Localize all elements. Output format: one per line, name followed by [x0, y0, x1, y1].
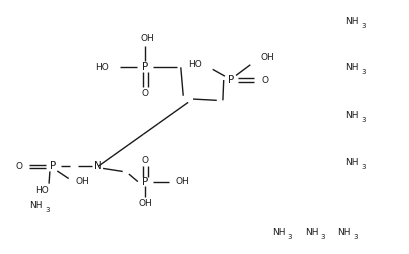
Text: NH: NH: [346, 63, 359, 72]
Text: O: O: [16, 162, 22, 171]
Text: OH: OH: [261, 53, 274, 62]
Text: HO: HO: [95, 63, 109, 72]
Text: 3: 3: [361, 117, 366, 123]
Text: P: P: [142, 177, 148, 187]
Text: NH: NH: [346, 111, 359, 120]
Text: OH: OH: [138, 199, 152, 208]
Text: OH: OH: [140, 34, 154, 43]
Text: 3: 3: [361, 23, 366, 29]
Text: O: O: [142, 156, 149, 165]
Text: NH: NH: [337, 228, 351, 237]
Text: NH: NH: [346, 158, 359, 167]
Text: 3: 3: [320, 234, 325, 240]
Text: 3: 3: [45, 207, 49, 213]
Text: HO: HO: [35, 186, 49, 195]
Text: P: P: [50, 161, 56, 171]
Text: N: N: [94, 161, 102, 171]
Text: O: O: [142, 89, 149, 99]
Text: HO: HO: [188, 60, 202, 69]
Text: 3: 3: [288, 234, 292, 240]
Text: NH: NH: [29, 201, 43, 210]
Text: NH: NH: [272, 228, 285, 237]
Text: O: O: [262, 75, 269, 85]
Text: 3: 3: [361, 69, 366, 75]
Text: 3: 3: [361, 164, 366, 170]
Text: NH: NH: [305, 228, 318, 237]
Text: P: P: [228, 75, 234, 85]
Text: OH: OH: [176, 177, 190, 186]
Text: OH: OH: [76, 177, 90, 186]
Text: P: P: [142, 62, 148, 72]
Text: NH: NH: [346, 17, 359, 26]
Text: 3: 3: [353, 234, 357, 240]
